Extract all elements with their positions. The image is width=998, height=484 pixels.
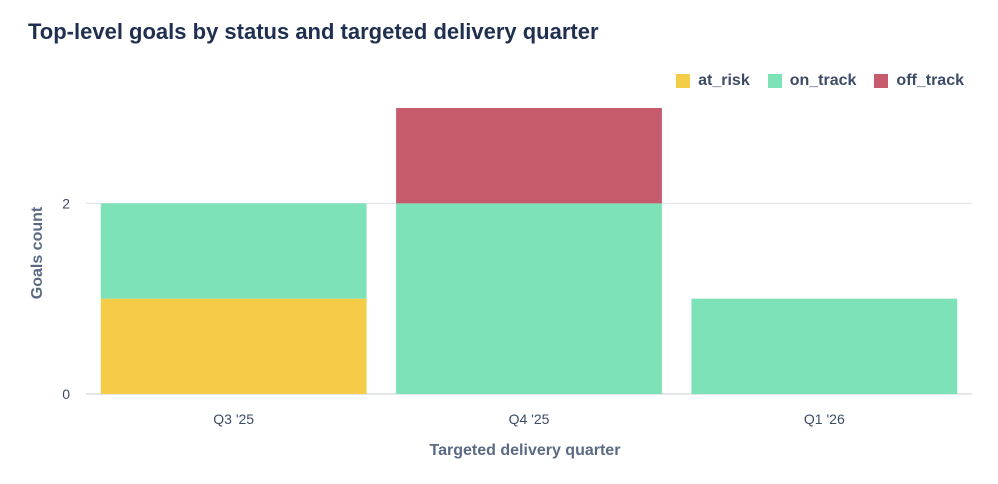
- legend-item-at-risk[interactable]: at_risk: [676, 72, 750, 90]
- bar-on-track-2[interactable]: [396, 203, 662, 394]
- y-axis-label: Goals count: [29, 206, 46, 299]
- legend-label-on-track: on_track: [789, 72, 857, 89]
- chart-title: Top-level goals by status and targeted d…: [28, 19, 599, 44]
- bar-on-track-1[interactable]: [100, 203, 367, 299]
- legend-label-off-track: off_track: [896, 72, 964, 89]
- x-tick-label-1: Q3 '25: [213, 411, 254, 427]
- y-tick-label-0: 0: [62, 386, 70, 402]
- bar-on-track-3[interactable]: [691, 298, 958, 394]
- y-tick-label-2: 2: [62, 195, 70, 211]
- legend: at_risk on_track off_track: [676, 72, 964, 90]
- legend-swatch-on-track: [767, 74, 782, 88]
- x-tick-label-3: Q1 '26: [804, 411, 845, 427]
- legend-label-at-risk: at_risk: [698, 72, 750, 89]
- x-tick-label-2: Q4 '25: [509, 411, 550, 427]
- x-axis-label: Targeted delivery quarter: [430, 442, 621, 459]
- bar-off-track-2[interactable]: [396, 108, 662, 204]
- legend-item-on-track[interactable]: on_track: [767, 72, 857, 90]
- bar-at-risk-1[interactable]: [100, 298, 367, 394]
- legend-item-off-track[interactable]: off_track: [874, 72, 964, 90]
- legend-swatch-at-risk: [676, 74, 691, 88]
- legend-swatch-off-track: [874, 74, 889, 88]
